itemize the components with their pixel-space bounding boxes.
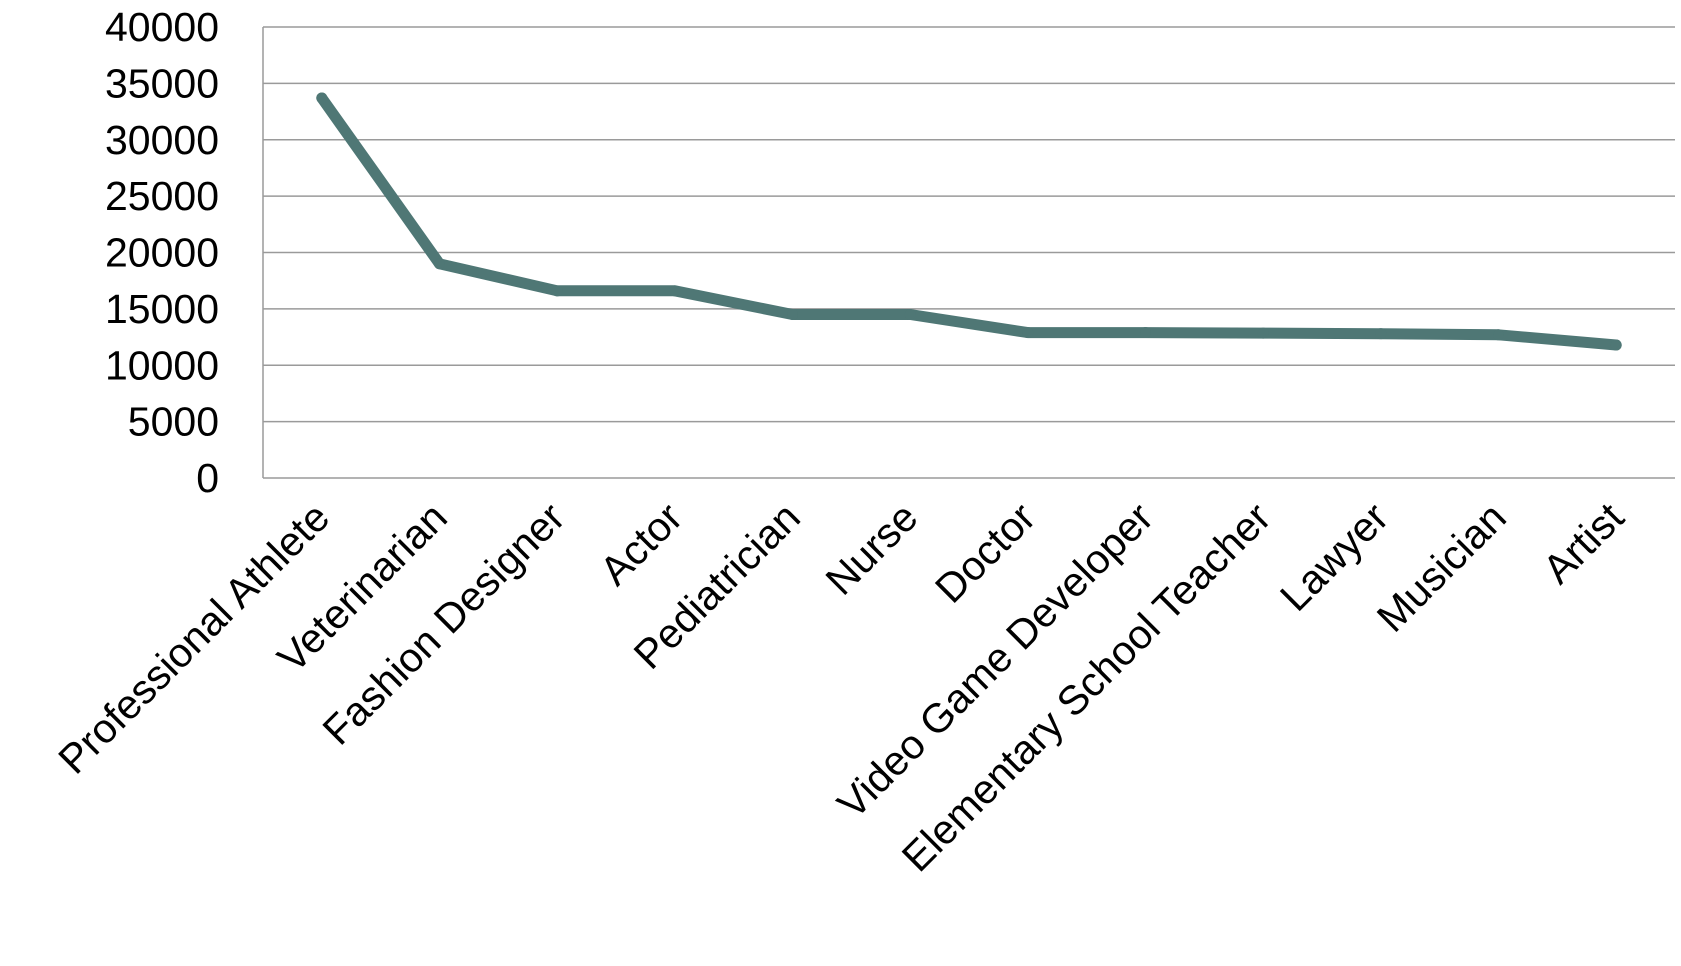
y-tick-label: 35000	[105, 60, 219, 106]
y-tick-label: 30000	[105, 117, 219, 163]
data-point	[434, 258, 445, 270]
x-tick-label: Artist	[1534, 493, 1633, 592]
data-point	[1375, 328, 1387, 340]
data-point	[1140, 327, 1151, 339]
y-tick-label: 40000	[105, 4, 219, 50]
data-point	[316, 92, 328, 104]
data-point	[551, 285, 563, 297]
y-tick-label: 25000	[105, 173, 219, 219]
gridlines	[262, 26, 1675, 479]
x-tick-label: Musician	[1368, 494, 1515, 641]
x-tick-label: Actor	[591, 494, 691, 594]
series-line	[316, 92, 1622, 351]
x-tick-label: Doctor	[926, 494, 1044, 612]
data-point	[1610, 339, 1622, 351]
x-axis-tick-labels: Professional AthleteVeterinarianFashion …	[49, 493, 1633, 880]
y-tick-label: 15000	[105, 286, 219, 332]
y-axis-tick-labels: 0 5000 10000 15000 20000 25000 30000 35000 40000	[105, 4, 219, 501]
series-polyline	[316, 92, 1622, 351]
data-point	[787, 309, 798, 321]
data-point	[1022, 327, 1034, 339]
x-tick-label: Nurse	[817, 494, 927, 604]
data-point	[1493, 329, 1504, 341]
data-point	[1257, 327, 1269, 339]
y-tick-label: 5000	[128, 399, 219, 445]
y-tick-label: 20000	[105, 230, 219, 276]
data-point	[904, 309, 916, 321]
y-tick-label: 0	[196, 455, 219, 501]
y-tick-label: 10000	[105, 342, 219, 388]
data-point	[669, 285, 681, 297]
